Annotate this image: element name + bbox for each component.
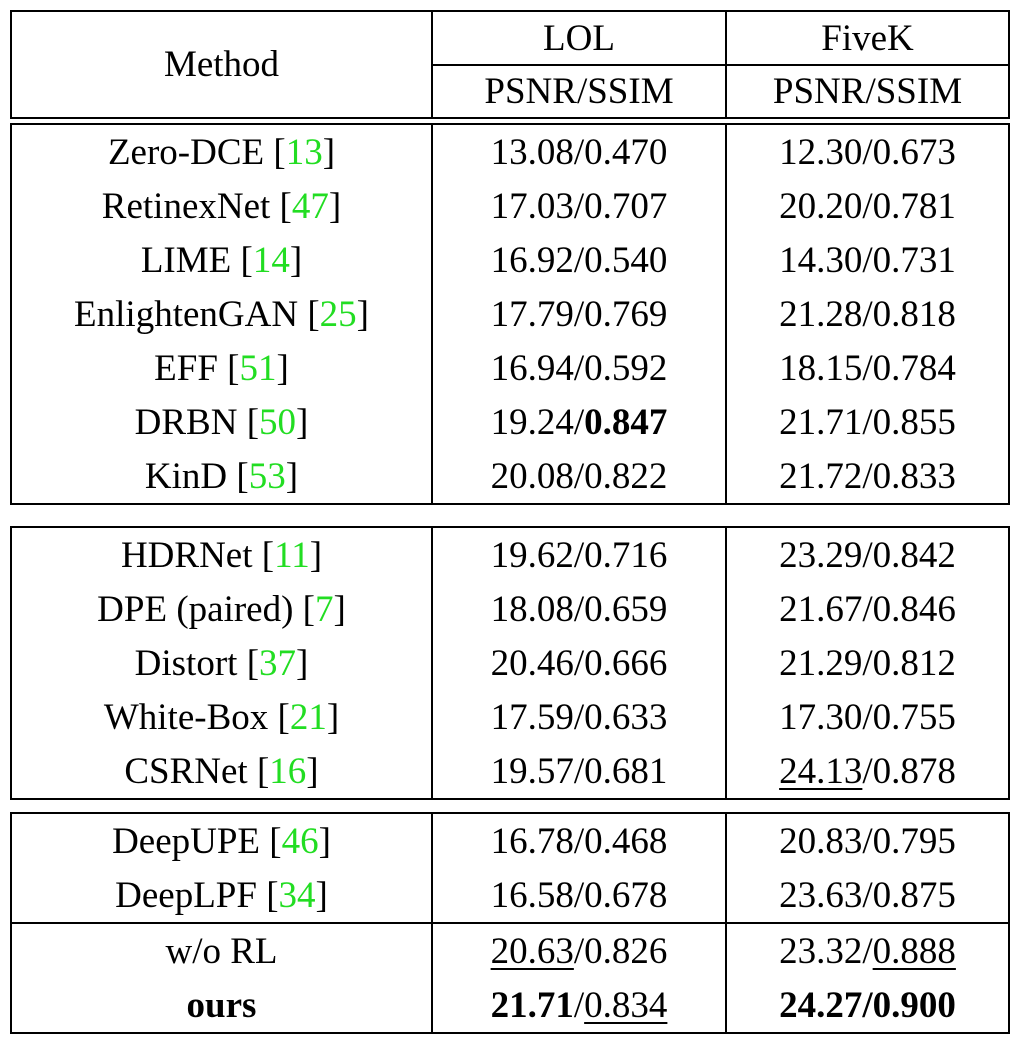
method-cell: CSRNet [16] bbox=[10, 744, 433, 799]
citation-link[interactable]: 51 bbox=[239, 347, 277, 389]
method-cell: KinD [53] bbox=[10, 449, 433, 504]
lol-score-cell: 19.62/0.716 bbox=[431, 527, 727, 582]
citation-link[interactable]: 16 bbox=[269, 750, 307, 792]
table-row: Distort [37] 20.46/0.666 21.29/0.812 bbox=[10, 636, 1010, 690]
table-row: Zero-DCE [13] 13.08/0.470 12.30/0.673 bbox=[10, 124, 1010, 179]
second-best-value: 20.63 bbox=[490, 930, 574, 972]
method-cell: DeepUPE [46] bbox=[10, 813, 433, 868]
table-row: KinD [53] 20.08/0.822 21.72/0.833 bbox=[10, 449, 1010, 504]
table-row: HDRNet [11] 19.62/0.716 23.29/0.842 bbox=[10, 527, 1010, 582]
table-row: ours 21.71/0.834 24.27/0.900 bbox=[10, 978, 1010, 1033]
fivek-score-cell: 24.13/0.878 bbox=[725, 744, 1010, 799]
table-row: DeepLPF [34] 16.58/0.678 23.63/0.875 bbox=[10, 868, 1010, 923]
table-header: Method LOL FiveK PSNR/SSIM PSNR/SSIM bbox=[10, 10, 1010, 119]
lol-score-cell: 16.94/0.592 bbox=[431, 341, 727, 395]
fivek-score-cell: 21.71/0.855 bbox=[725, 395, 1010, 449]
lol-score-cell: 20.46/0.666 bbox=[431, 636, 727, 690]
citation-link[interactable]: 7 bbox=[315, 588, 334, 630]
method-cell: RetinexNet [47] bbox=[10, 179, 433, 233]
citation-link[interactable]: 14 bbox=[252, 239, 290, 281]
method-cell: LIME [14] bbox=[10, 233, 433, 287]
table-row: w/o RL 20.63/0.826 23.32/0.888 bbox=[10, 922, 1010, 978]
method-cell: EnlightenGAN [25] bbox=[10, 287, 433, 341]
fivek-score-cell: 20.20/0.781 bbox=[725, 179, 1010, 233]
lol-score-cell: 17.79/0.769 bbox=[431, 287, 727, 341]
fivek-score-cell: 23.63/0.875 bbox=[725, 868, 1010, 923]
table-group-unsupervised: Zero-DCE [13] 13.08/0.470 12.30/0.673 Re… bbox=[10, 123, 1010, 505]
table-row: DeepUPE [46] 16.78/0.468 20.83/0.795 bbox=[10, 813, 1010, 868]
fivek-score-cell: 24.27/0.900 bbox=[725, 978, 1010, 1033]
citation-link[interactable]: 34 bbox=[278, 874, 316, 916]
table-row: DPE (paired) [7] 18.08/0.659 21.67/0.846 bbox=[10, 582, 1010, 636]
table-row: LIME [14] 16.92/0.540 14.30/0.731 bbox=[10, 233, 1010, 287]
table-group-supervised: HDRNet [11] 19.62/0.716 23.29/0.842 DPE … bbox=[10, 526, 1010, 800]
table-row: EnlightenGAN [25] 17.79/0.769 21.28/0.81… bbox=[10, 287, 1010, 341]
method-cell: DRBN [50] bbox=[10, 395, 433, 449]
second-best-value: 0.834 bbox=[584, 984, 668, 1026]
citation-link[interactable]: 37 bbox=[259, 642, 297, 684]
fivek-metric-header: PSNR/SSIM bbox=[725, 64, 1010, 118]
fivek-score-cell: 23.29/0.842 bbox=[725, 527, 1010, 582]
lol-score-cell: 19.24/0.847 bbox=[431, 395, 727, 449]
lol-dataset-header: LOL bbox=[431, 11, 727, 65]
citation-link[interactable]: 50 bbox=[259, 401, 297, 443]
fivek-score-cell: 21.72/0.833 bbox=[725, 449, 1010, 504]
fivek-score-cell: 20.83/0.795 bbox=[725, 813, 1010, 868]
fivek-score-cell: 21.29/0.812 bbox=[725, 636, 1010, 690]
table-row: DRBN [50] 19.24/0.847 21.71/0.855 bbox=[10, 395, 1010, 449]
citation-link[interactable]: 47 bbox=[291, 185, 329, 227]
method-cell: w/o RL bbox=[10, 922, 433, 978]
citation-link[interactable]: 46 bbox=[281, 820, 319, 862]
method-column-header: Method bbox=[10, 11, 433, 118]
citation-link[interactable]: 21 bbox=[289, 696, 327, 738]
lol-score-cell: 13.08/0.470 bbox=[431, 124, 727, 179]
fivek-score-cell: 18.15/0.784 bbox=[725, 341, 1010, 395]
lol-score-cell: 16.92/0.540 bbox=[431, 233, 727, 287]
method-cell: HDRNet [11] bbox=[10, 527, 433, 582]
best-value: 0.847 bbox=[584, 401, 668, 443]
lol-score-cell: 20.08/0.822 bbox=[431, 449, 727, 504]
fivek-score-cell: 14.30/0.731 bbox=[725, 233, 1010, 287]
fivek-score-cell: 23.32/0.888 bbox=[725, 922, 1010, 978]
method-cell: Distort [37] bbox=[10, 636, 433, 690]
fivek-score-cell: 21.67/0.846 bbox=[725, 582, 1010, 636]
lol-score-cell: 17.59/0.633 bbox=[431, 690, 727, 744]
table-group-other-and-ours: DeepUPE [46] 16.78/0.468 20.83/0.795 Dee… bbox=[10, 812, 1010, 1034]
method-cell: DeepLPF [34] bbox=[10, 868, 433, 923]
lol-score-cell: 18.08/0.659 bbox=[431, 582, 727, 636]
lol-score-cell: 16.78/0.468 bbox=[431, 813, 727, 868]
ours-label: ours bbox=[186, 984, 257, 1026]
method-cell: DPE (paired) [7] bbox=[10, 582, 433, 636]
lol-score-cell: 19.57/0.681 bbox=[431, 744, 727, 799]
best-value: 0.900 bbox=[872, 984, 956, 1026]
citation-link[interactable]: 11 bbox=[274, 534, 310, 576]
fivek-score-cell: 21.28/0.818 bbox=[725, 287, 1010, 341]
lol-score-cell: 21.71/0.834 bbox=[431, 978, 727, 1033]
citation-link[interactable]: 25 bbox=[319, 293, 357, 335]
second-best-value: 24.13 bbox=[779, 750, 863, 792]
method-cell: Zero-DCE [13] bbox=[10, 124, 433, 179]
best-value: 21.71 bbox=[490, 984, 574, 1026]
table-row: White-Box [21] 17.59/0.633 17.30/0.755 bbox=[10, 690, 1010, 744]
second-best-value: 0.888 bbox=[872, 930, 956, 972]
method-cell: White-Box [21] bbox=[10, 690, 433, 744]
table-row: CSRNet [16] 19.57/0.681 24.13/0.878 bbox=[10, 744, 1010, 799]
best-value: 24.27 bbox=[779, 984, 863, 1026]
fivek-dataset-header: FiveK bbox=[725, 11, 1010, 65]
lol-score-cell: 20.63/0.826 bbox=[431, 922, 727, 978]
table-row: EFF [51] 16.94/0.592 18.15/0.784 bbox=[10, 341, 1010, 395]
method-cell: EFF [51] bbox=[10, 341, 433, 395]
lol-score-cell: 16.58/0.678 bbox=[431, 868, 727, 923]
citation-link[interactable]: 53 bbox=[248, 455, 286, 497]
lol-score-cell: 17.03/0.707 bbox=[431, 179, 727, 233]
citation-link[interactable]: 13 bbox=[285, 131, 323, 173]
fivek-score-cell: 12.30/0.673 bbox=[725, 124, 1010, 179]
table-row: RetinexNet [47] 17.03/0.707 20.20/0.781 bbox=[10, 179, 1010, 233]
fivek-score-cell: 17.30/0.755 bbox=[725, 690, 1010, 744]
lol-metric-header: PSNR/SSIM bbox=[431, 64, 727, 118]
method-cell: ours bbox=[10, 978, 433, 1033]
